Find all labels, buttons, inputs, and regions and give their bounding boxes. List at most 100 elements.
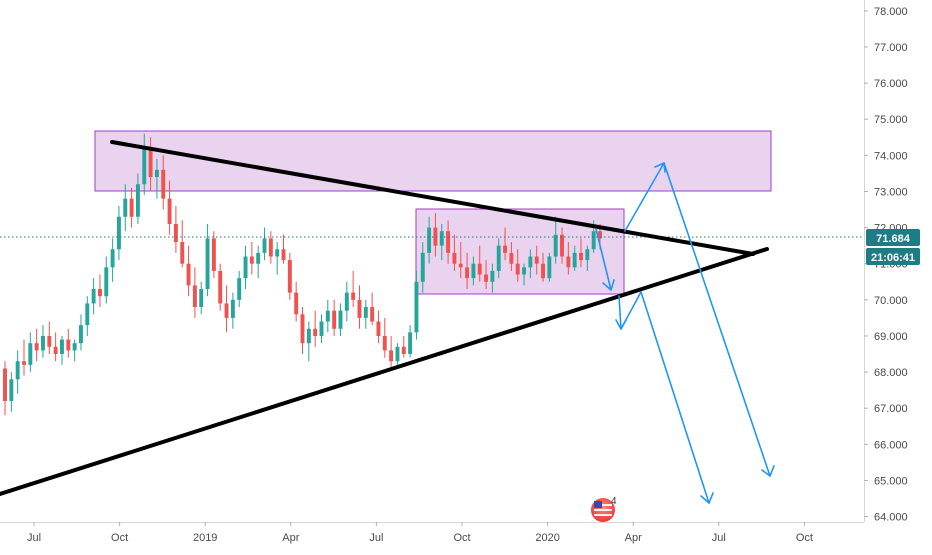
- y-tick-label: 66.000: [874, 439, 908, 451]
- candle-down: [484, 274, 489, 282]
- candle-down: [300, 314, 305, 344]
- candle-down: [129, 198, 134, 217]
- y-tick-label: 74.000: [874, 150, 908, 162]
- candle-up: [363, 307, 368, 318]
- candle-up: [28, 343, 33, 365]
- candle-down: [579, 252, 583, 261]
- candle-down: [218, 270, 223, 304]
- candle-up: [306, 328, 311, 344]
- candle-up: [528, 256, 533, 268]
- candle-down: [97, 288, 102, 297]
- bar-countdown-label: 21:06:41: [866, 248, 920, 265]
- x-tick-label: Oct: [453, 532, 470, 544]
- candle-up: [15, 361, 20, 380]
- candle-down: [357, 299, 362, 318]
- candle-up: [490, 270, 495, 282]
- candle-up: [230, 299, 235, 318]
- candle-up: [414, 281, 419, 333]
- candle-down: [477, 263, 482, 275]
- candle-down: [148, 148, 153, 178]
- candle-down: [186, 263, 191, 286]
- candle-up: [205, 238, 210, 289]
- candle-down: [433, 227, 438, 246]
- candle-down: [382, 335, 387, 351]
- x-tick-label: Jul: [369, 532, 383, 544]
- candle-up: [325, 310, 330, 322]
- candle-down: [389, 350, 394, 362]
- candle-down: [401, 346, 406, 355]
- us-event-flag-icon[interactable]: [591, 498, 615, 522]
- candle-down: [560, 234, 564, 257]
- y-tick-label: 76.000: [874, 78, 908, 90]
- candle-down: [351, 292, 356, 300]
- candle-down: [161, 169, 166, 199]
- candle-up: [553, 234, 558, 257]
- candle-up: [199, 288, 204, 308]
- candle-down: [224, 303, 229, 318]
- candle-down: [281, 249, 286, 261]
- candle-down: [53, 346, 58, 355]
- candle-down: [515, 263, 520, 275]
- candle-up: [154, 169, 159, 178]
- candle-down: [452, 252, 457, 264]
- candle-up: [547, 256, 552, 279]
- candle-up: [420, 252, 425, 282]
- candle-up: [585, 249, 590, 261]
- ascending-trendline: [0, 247, 769, 496]
- x-tick-label: Oct: [796, 532, 813, 544]
- candle-down: [180, 242, 185, 264]
- candle-down: [541, 263, 545, 279]
- candle-up: [135, 184, 140, 217]
- candle-up: [471, 263, 476, 279]
- candle-down: [173, 223, 178, 243]
- candle-up: [262, 238, 267, 253]
- y-tick-label: 69.000: [874, 331, 908, 343]
- descending-trendline: [110, 140, 755, 256]
- event-count-badge: 4: [611, 496, 617, 507]
- candle-down: [47, 335, 52, 347]
- candle-down: [370, 307, 375, 322]
- candle-up: [591, 231, 596, 250]
- candle-up: [427, 227, 432, 253]
- candle-down: [3, 368, 7, 401]
- x-tick-label: 2019: [193, 532, 217, 544]
- x-tick-label: Jul: [712, 532, 726, 544]
- y-tick-label: 70.000: [874, 295, 908, 307]
- candle-up: [243, 256, 248, 279]
- x-tick-label: Oct: [111, 532, 128, 544]
- candle-down: [446, 231, 451, 253]
- candle-up: [123, 198, 128, 217]
- candle-up: [85, 303, 90, 326]
- candle-down: [313, 328, 318, 336]
- candle-up: [78, 325, 83, 344]
- candle-down: [66, 339, 71, 351]
- candle-up: [116, 216, 121, 250]
- candle-up: [91, 288, 96, 304]
- candle-down: [376, 321, 381, 336]
- candle-up: [439, 231, 444, 246]
- candle-up: [41, 335, 45, 351]
- x-tick-label: Apr: [282, 532, 299, 544]
- candle-up: [344, 292, 349, 311]
- candle-down: [192, 285, 197, 308]
- candle-down: [249, 256, 254, 264]
- candle-down: [294, 292, 299, 315]
- y-tick-label: 65.000: [874, 475, 908, 487]
- time-axis: Jul Oct 2019 Apr Jul Oct 2020 Apr Jul Oct: [27, 522, 813, 544]
- candle-down: [566, 256, 571, 268]
- y-tick-label: 77.000: [874, 42, 908, 54]
- x-tick-label: 2020: [535, 532, 559, 544]
- candle-down: [34, 343, 39, 351]
- supply-zone: [94, 130, 772, 192]
- candle-down: [509, 252, 514, 264]
- candle-up: [237, 278, 242, 300]
- y-tick-label: 73.000: [874, 186, 908, 198]
- x-tick-label: Jul: [27, 532, 41, 544]
- candle-up: [142, 148, 147, 185]
- projection-path-left: [595, 228, 714, 504]
- last-price-label[interactable]: 71.684: [866, 229, 920, 246]
- projection-path-right: [624, 162, 775, 477]
- candle-up: [522, 267, 527, 275]
- candle-up: [256, 252, 261, 264]
